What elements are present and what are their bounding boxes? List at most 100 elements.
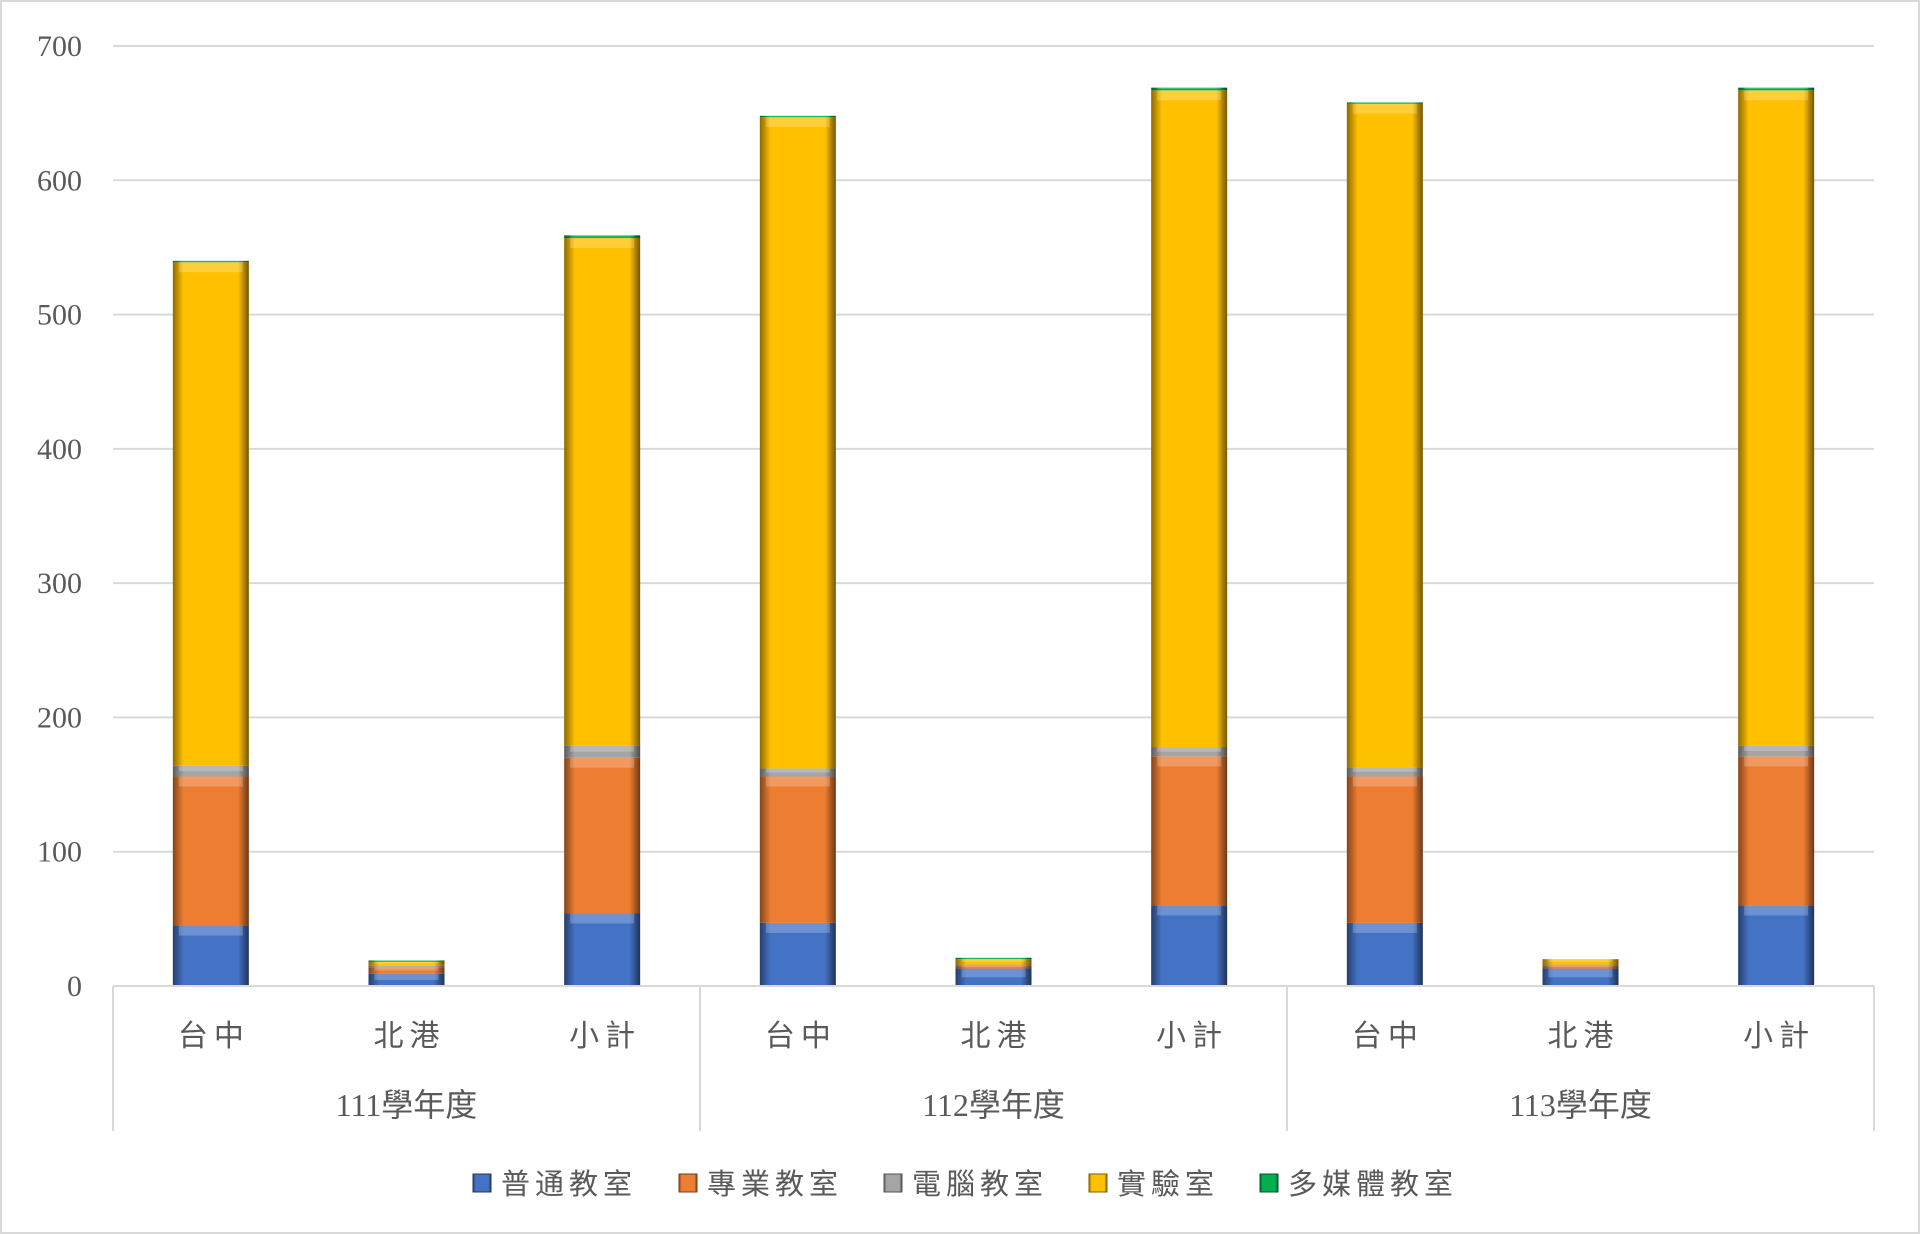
x-category-label: 小計 [1743, 1019, 1815, 1054]
bar-segment [759, 922, 836, 986]
bar-bevel [961, 957, 1026, 959]
bar-segment [368, 973, 445, 986]
bar-segment [564, 913, 641, 986]
y-tick-label: 400 [37, 433, 82, 466]
y-tick-label: 700 [37, 30, 82, 63]
bar-bevel [374, 967, 439, 971]
bar-segment [564, 235, 641, 239]
bar-bevel [961, 968, 1026, 978]
bar-segment [368, 967, 445, 974]
x-group-label: 111學年度 [336, 1087, 478, 1123]
bar-segment [955, 965, 1032, 969]
bar-segment [1346, 767, 1423, 777]
x-group-label: 112學年度 [922, 1087, 1065, 1123]
x-category-label: 台中 [178, 1019, 250, 1054]
bars [172, 87, 1815, 986]
bar-segment [759, 768, 836, 777]
bar-bevel [1157, 746, 1222, 752]
bar-bevel [1744, 87, 1809, 89]
bar-segment [564, 757, 641, 914]
bar-segment [759, 117, 836, 769]
bar-segment [759, 115, 836, 118]
bar-segment [368, 960, 445, 962]
bar-segment [1346, 922, 1423, 986]
bar-segment [955, 968, 1032, 986]
bar-bevel [1157, 87, 1222, 89]
bar-segment [1346, 102, 1423, 104]
legend-swatch [472, 1173, 492, 1193]
bar-segment [1151, 905, 1228, 986]
bar-segment [955, 959, 1032, 965]
bar-bevel [765, 776, 830, 787]
bar-segment [564, 745, 641, 758]
bar-bevel [1744, 756, 1809, 767]
x-category-label: 北港 [374, 1019, 446, 1054]
y-tick-label: 600 [37, 164, 82, 197]
x-group-label: 113學年度 [1509, 1087, 1652, 1123]
bar-bevel [1352, 102, 1417, 104]
bar-bevel [1157, 90, 1222, 101]
bar-bevel [178, 262, 243, 273]
bar-bevel [374, 965, 439, 967]
y-tick-label: 300 [37, 567, 82, 600]
bar-bevel [1744, 745, 1809, 751]
legend: 普通教室 專業教室 電腦教室 實驗室 多媒體教室 [472, 1167, 1458, 1201]
bar-bevel [178, 765, 243, 772]
legend-label: 多媒體教室 [1288, 1167, 1458, 1201]
bar-segment [564, 238, 641, 746]
x-category-label: 北港 [961, 1019, 1033, 1054]
bar-segment [1738, 745, 1815, 757]
x-category-label: 台中 [765, 1019, 837, 1054]
legend-label: 實驗室 [1117, 1167, 1219, 1201]
bar-bevel [1744, 905, 1809, 916]
bar-segment [1346, 776, 1423, 923]
bar-bevel [765, 768, 830, 773]
bar-segment [759, 776, 836, 923]
bar-segment [1151, 90, 1228, 747]
x-category-label: 北港 [1548, 1019, 1620, 1054]
bar-segment [955, 964, 1032, 966]
bar-bevel [1548, 964, 1613, 966]
legend-label: 電腦教室 [912, 1167, 1048, 1201]
y-tick-label: 0 [67, 970, 82, 1003]
bar-bevel [765, 922, 830, 933]
bar-bevel [374, 973, 439, 980]
legend-swatch [883, 1173, 903, 1193]
bar-bevel [1352, 776, 1417, 787]
bar-bevel [178, 776, 243, 787]
y-tick-label: 200 [37, 701, 82, 734]
bar-segment [1542, 965, 1619, 969]
bar-segment [172, 765, 249, 777]
bar-bevel [570, 757, 635, 768]
bar-bevel [765, 117, 830, 128]
bar-bevel [1352, 922, 1417, 933]
bar-bevel [1744, 90, 1809, 101]
bar-bevel [1352, 103, 1417, 114]
bar-segment [1738, 905, 1815, 986]
y-tick-label: 500 [37, 299, 82, 332]
bar-segment [368, 961, 445, 966]
bar-segment [172, 776, 249, 926]
bar-bevel [374, 960, 439, 962]
bar-bevel [178, 260, 243, 262]
x-category-label: 小計 [569, 1019, 641, 1054]
gridlines [113, 45, 1874, 853]
bar-segment [368, 965, 445, 968]
bar-segment [1346, 103, 1423, 768]
bar-segment [1542, 968, 1619, 986]
legend-label: 專業教室 [707, 1167, 843, 1201]
bar-segment [1738, 87, 1815, 91]
bar-bevel [570, 745, 635, 752]
bar-bevel [1548, 968, 1613, 978]
bar-bevel [1548, 965, 1613, 968]
legend-swatch [1088, 1173, 1108, 1193]
bar-bevel [765, 115, 830, 117]
bar-bevel [1157, 905, 1222, 916]
legend-swatch [678, 1173, 698, 1193]
bar-segment [1151, 746, 1228, 757]
bar-bevel [178, 925, 243, 936]
bar-bevel [1352, 767, 1417, 772]
bar-bevel [570, 913, 635, 924]
